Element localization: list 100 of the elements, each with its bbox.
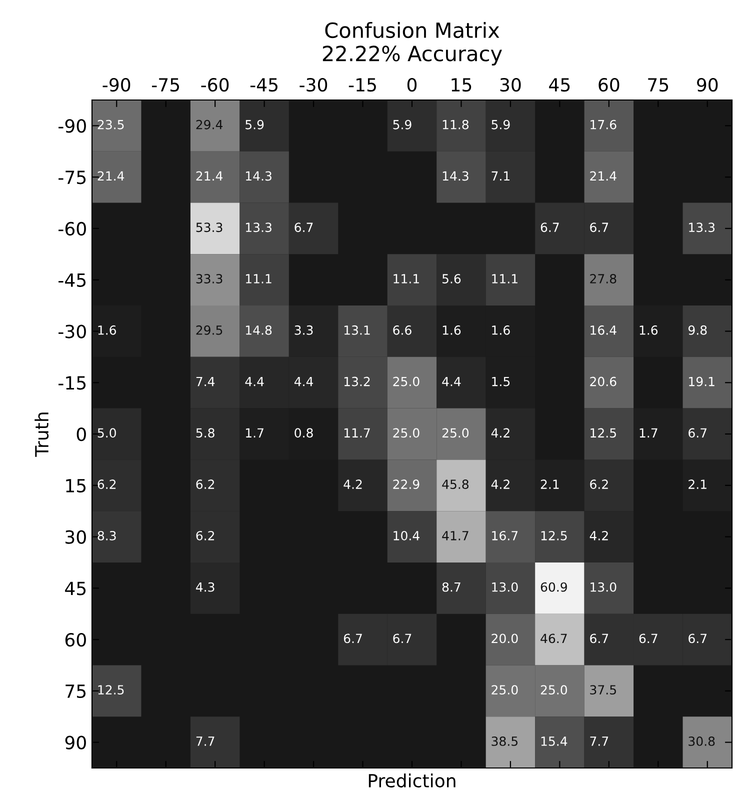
data-label: 25.0 (393, 428, 420, 438)
x-tick-label: -60 (201, 78, 229, 92)
chart-subtitle: 22.22% Accuracy (322, 46, 502, 66)
data-label: 13.0 (492, 582, 518, 592)
data-label: 13.3 (689, 222, 715, 232)
data-label: 13.1 (344, 325, 370, 335)
y-tick-label: 30 (66, 530, 86, 544)
y-tick-label: 0 (76, 427, 86, 442)
data-label: 1.7 (640, 428, 658, 438)
data-label: 29.5 (196, 325, 222, 335)
data-label: 4.2 (344, 480, 362, 489)
data-label: 8.7 (442, 582, 460, 592)
data-label: 13.3 (246, 222, 272, 232)
data-label: 22.9 (393, 480, 420, 490)
data-label: 21.4 (98, 171, 124, 181)
data-label: 25.0 (540, 685, 567, 695)
data-label: 25.0 (442, 428, 469, 438)
y-tick-label: 90 (65, 736, 86, 750)
data-label: 7.7 (590, 736, 608, 746)
data-label: 10.4 (394, 530, 420, 540)
data-label: 6.6 (393, 325, 412, 335)
data-label: 5.6 (442, 274, 461, 284)
data-label: 17.6 (590, 120, 616, 130)
data-label: 11.1 (394, 274, 419, 284)
data-label: 4.2 (491, 428, 510, 438)
data-label: 9.8 (688, 325, 707, 335)
data-label: 1.6 (640, 325, 658, 335)
data-label: 25.0 (492, 685, 518, 695)
data-label: 6.7 (294, 222, 313, 232)
data-label: 4.2 (590, 530, 608, 540)
data-label: 30.8 (688, 736, 715, 746)
data-label: 33.3 (196, 274, 222, 284)
data-label: 3.3 (294, 325, 313, 335)
data-label: 6.7 (393, 634, 412, 644)
x-axis-title: Prediction (368, 774, 456, 788)
data-label: 41.7 (442, 531, 468, 540)
data-label: 5.8 (196, 428, 214, 438)
data-label: 6.7 (590, 634, 608, 644)
y-tick-label: -60 (58, 222, 86, 236)
data-label: 19.1 (689, 376, 714, 386)
data-label: 6.2 (98, 480, 116, 490)
data-label: 23.5 (98, 120, 124, 130)
data-label: 2.1 (688, 480, 706, 489)
data-label: 6.2 (196, 480, 214, 490)
data-label: 7.7 (196, 736, 214, 746)
data-label: 4.4 (294, 376, 314, 386)
data-label: 21.4 (196, 171, 223, 181)
data-label: 5.0 (98, 428, 116, 438)
data-label: 1.6 (442, 325, 461, 335)
data-label: 11.8 (442, 120, 469, 130)
data-label: 11.1 (246, 274, 272, 284)
data-label: 45.8 (442, 480, 469, 490)
data-label: 7.4 (196, 376, 215, 386)
y-tick-label: 75 (66, 684, 86, 698)
x-tick-label: -30 (300, 78, 328, 92)
data-label: 13.0 (590, 582, 616, 592)
data-label: 6.7 (344, 634, 362, 644)
data-label: 13.2 (344, 376, 370, 386)
y-axis-title: Truth (34, 412, 49, 457)
data-label: 12.5 (590, 428, 616, 438)
data-label: 2.1 (540, 480, 559, 489)
data-label: 7.1 (492, 171, 510, 181)
data-label: 6.7 (540, 222, 559, 232)
data-label: 20.6 (590, 376, 616, 386)
data-label: 6.7 (639, 634, 658, 644)
y-tick-label: 15 (66, 479, 86, 492)
data-label: 11.1 (492, 274, 518, 284)
data-label: 14.3 (442, 171, 468, 181)
y-tick-label: -90 (58, 119, 86, 133)
y-tick-label: 45 (65, 582, 86, 596)
data-label: 12.5 (541, 530, 567, 540)
data-label: 6.7 (688, 634, 707, 644)
data-label: 1.5 (492, 376, 510, 386)
x-tick-label: -75 (152, 78, 180, 92)
data-label: 5.9 (492, 120, 510, 130)
x-tick-label: 15 (452, 78, 472, 92)
x-tick-label: -90 (102, 78, 130, 92)
y-tick-label: -15 (58, 376, 86, 390)
data-label: 38.5 (492, 736, 518, 746)
data-label: 53.3 (196, 222, 222, 232)
data-label: 16.7 (492, 530, 518, 540)
data-label: 27.8 (590, 274, 616, 284)
y-tick-label: -75 (58, 170, 86, 184)
data-label: 21.4 (590, 171, 616, 181)
data-label: 4.3 (196, 582, 214, 592)
data-label: 16.4 (590, 325, 616, 335)
x-tick-label: 60 (598, 78, 620, 92)
x-tick-label: 45 (549, 78, 570, 92)
x-tick-label: -45 (250, 78, 278, 92)
chart-title: Confusion Matrix (325, 22, 500, 38)
x-tick-label: 0 (407, 78, 417, 92)
data-label: 4.2 (491, 480, 510, 489)
x-tick-label: 75 (648, 78, 668, 92)
data-label: 20.0 (492, 634, 518, 644)
data-label: 6.7 (590, 222, 608, 232)
data-label: 5.9 (393, 120, 412, 130)
x-tick-label: 30 (500, 78, 521, 92)
data-label: 4.4 (245, 376, 264, 386)
data-label: 1.6 (492, 325, 510, 335)
data-label: 14.8 (246, 325, 272, 335)
